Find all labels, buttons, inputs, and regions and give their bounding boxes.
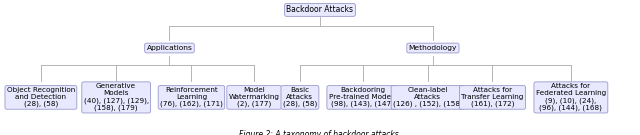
Text: Backdooring
Pre-trained Models
(98), (143), (147): Backdooring Pre-trained Models (98), (14…	[329, 87, 397, 107]
Text: Attacks for
Transfer Learning
(161), (172): Attacks for Transfer Learning (161), (17…	[461, 87, 524, 107]
Text: Backdoor Attacks: Backdoor Attacks	[287, 5, 353, 14]
Text: Figure 2: A taxonomy of backdoor attacks.: Figure 2: A taxonomy of backdoor attacks…	[239, 130, 401, 135]
Text: Generative
Models
(40), (127), (129),
(158), (179): Generative Models (40), (127), (129), (1…	[84, 83, 148, 111]
Text: Methodology: Methodology	[409, 45, 457, 51]
Text: Attacks for
Federated Learning
(9), (10), (24),
(96), (144), (168): Attacks for Federated Learning (9), (10)…	[536, 83, 606, 111]
Text: Model
Watermarking
(2), (177): Model Watermarking (2), (177)	[228, 87, 280, 107]
Text: Object Recognition
and Detection
(28), (58): Object Recognition and Detection (28), (…	[7, 87, 75, 107]
Text: Applications: Applications	[147, 45, 193, 51]
Text: Reinforcement
Learning
(76), (162), (171): Reinforcement Learning (76), (162), (171…	[160, 87, 223, 107]
Text: Basic
Attacks
(28), (58): Basic Attacks (28), (58)	[283, 87, 317, 107]
Text: Clean-label
Attacks
(126) , (152), (158): Clean-label Attacks (126) , (152), (158)	[393, 87, 463, 107]
